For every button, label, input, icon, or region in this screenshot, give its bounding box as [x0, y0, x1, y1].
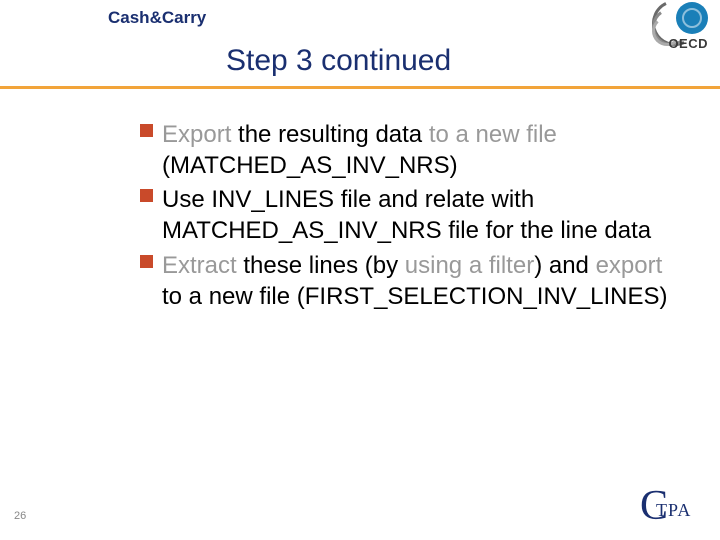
bullet-text-run: using a filter: [405, 252, 534, 279]
bullet-text-run: Export: [162, 121, 238, 148]
oecd-logo: OECD: [626, 2, 708, 52]
slide: Cash&Carry Step 3 continued OECD Export …: [0, 0, 720, 540]
square-bullet-icon: [140, 124, 153, 137]
bullet-text-run: export: [596, 252, 663, 279]
bullet-list: Export the resulting data to a new file …: [140, 120, 680, 316]
ctpa-logo-text: TPA: [656, 500, 691, 521]
bullet-text-run: ) and: [534, 252, 595, 279]
bullet-item: Export the resulting data to a new file …: [140, 120, 680, 181]
bullet-text-run: (MATCHED_AS_INV_NRS): [162, 152, 458, 179]
bullet-text-run: to a new file: [429, 121, 557, 148]
globe-icon: [676, 2, 708, 34]
bullet-item: Extract these lines (by using a filter) …: [140, 251, 680, 312]
page-number: 26: [14, 510, 26, 522]
slide-title: Step 3 continued: [226, 44, 451, 78]
bullet-text-run: MATCHED_AS_INV_NRS: [162, 217, 448, 244]
oecd-logo-text: OECD: [668, 36, 708, 51]
square-bullet-icon: [140, 189, 153, 202]
kicker-text: Cash&Carry: [108, 8, 206, 28]
bullet-text-run: file for the line data: [448, 217, 651, 244]
square-bullet-icon: [140, 255, 153, 268]
bullet-item: Use INV_LINES file and relate with MATCH…: [140, 185, 680, 246]
title-divider: [0, 86, 720, 89]
bullet-text-run: to a new file (FIRST_SELECTION_INV_LINES…: [162, 283, 668, 310]
bullet-text-run: these lines (by: [243, 252, 404, 279]
ctpa-logo: C TPA: [640, 486, 700, 528]
bullet-text-run: the resulting data: [238, 121, 429, 148]
bullet-text-run: Use INV_LINES file and relate with: [162, 186, 534, 213]
bullet-text-run: Extract: [162, 252, 243, 279]
